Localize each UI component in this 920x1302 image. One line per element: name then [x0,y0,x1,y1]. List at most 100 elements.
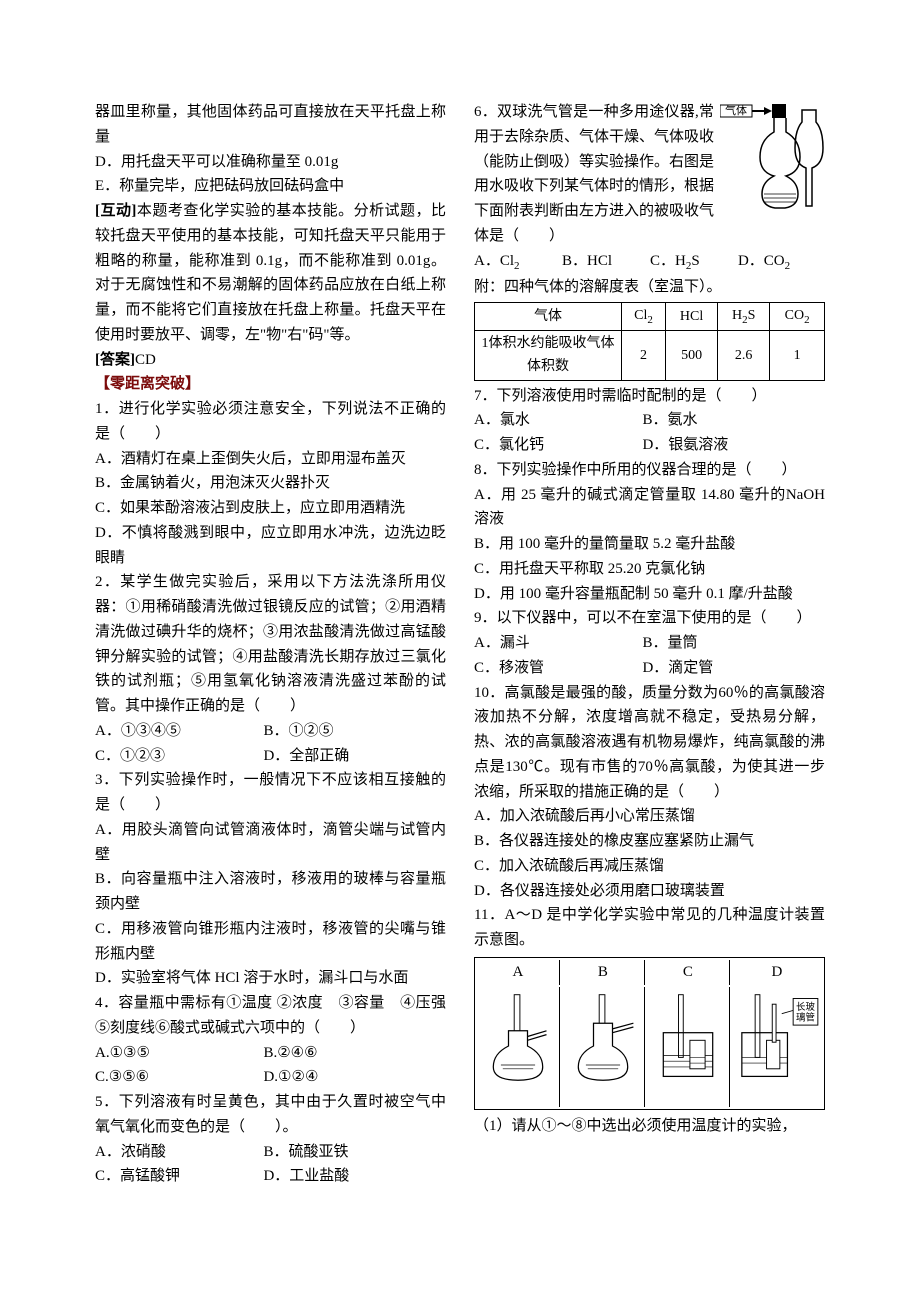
td-v3: 2.6 [718,331,770,380]
td-v4: 1 [770,331,825,380]
q6-opt-c: C．H2S [650,249,734,275]
fig-label-a: A [477,960,560,985]
wash-tube-icon: 气体 [720,102,825,212]
answer-label: [答案] [95,352,135,368]
q5-stem: 5．下列溶液有时呈黄色，其中由于久置时被空气中氧气氧化而变色的是（ ）。 [95,1090,446,1140]
q11-stem: 11．A～D 是中学化学实验中常见的几种温度计装置示意图。 [474,903,825,953]
q3-opt-d: D．实验室将气体 HCl 溶于水时，漏斗口与水面 [95,966,446,991]
flask-a-icon [478,989,558,1084]
fig-cell-c [647,987,730,1107]
q6-table-caption: 附：四种气体的溶解度表（室温下）。 [474,275,825,300]
th-co2: CO2 [770,303,825,331]
q3-opt-a: A．用胶头滴管向试管滴液体时，滴管尖端与试管内壁 [95,818,446,868]
q7-opt-d: D．银氨溶液 [642,433,810,458]
intro-line-3: E．称量完毕，应把砝码放回砝码盒中 [95,174,446,199]
thermometer-figure-table: A B C D [474,957,825,1110]
q1-stem: 1．进行化学实验必须注意安全，下列说法不正确的是（ ） [95,397,446,447]
q3-opt-c: C．用移液管向锥形瓶内注液时，移液管的尖嘴与锥形瓶内壁 [95,917,446,967]
q7-opt-c: C．氯化钙 [474,433,642,458]
fig-cell-d: 长玻 璃管 [732,987,822,1107]
q10-opt-a: A．加入浓硫酸后再小心常压蒸馏 [474,804,825,829]
beaker-d-icon: 长玻 璃管 [733,989,821,1084]
q2-opt-a: A．①③④⑤ [95,719,263,744]
th-h2s: H2S [718,303,770,331]
q8-opt-c: C．用托盘天平称取 25.20 克氯化钠 [474,557,825,582]
q2-opt-b: B．①②⑤ [263,719,431,744]
q7-opt-a: A．氯水 [474,408,642,433]
q2-stem: 2．某学生做完实验后，采用以下方法洗涤所用仪器：①用稀硝酸清洗做过银镜反应的试管… [95,570,446,719]
q4-stem: 4．容量瓶中需标有①温度 ②浓度 ③容量 ④压强 ⑤刻度线⑥酸式或碱式六项中的（… [95,991,446,1041]
q5-opt-a: A．浓硝酸 [95,1140,263,1165]
q7-opts-row1: A．氯水B．氨水 [474,408,825,433]
fig-label-c: C [647,960,730,985]
table-row: 1体积水约能吸收气体体积数 2 500 2.6 1 [475,331,825,380]
q2-opt-d: D．全部正确 [263,744,431,769]
q7-stem: 7．下列溶液使用时需临时配制的是（ ） [474,384,825,409]
beaker-c-icon [648,989,728,1084]
intro-line-1: 器皿里称量，其他固体药品可直接放在天平托盘上称量 [95,100,446,150]
q8-opt-d: D．用 100 毫升容量瓶配制 50 毫升 0.1 摩/升盐酸 [474,582,825,607]
q2-opts-row2: C．①②③D．全部正确 [95,744,446,769]
fig-cell-a [477,987,560,1107]
q5-opt-d: D．工业盐酸 [263,1164,431,1189]
q3-opt-b: B．向容量瓶中注入溶液时，移液用的玻棒与容量瓶颈内壁 [95,867,446,917]
q9-opts-row1: A．漏斗B．量筒 [474,631,825,656]
table-row: 气体 Cl2 HCl H2S CO2 [475,303,825,331]
th-hcl: HCl [666,303,718,331]
th-gas: 气体 [475,303,622,331]
answer-line: [答案]CD [95,348,446,373]
q9-opt-c: C．移液管 [474,656,642,681]
td-label: 1体积水约能吸收气体体积数 [475,331,622,380]
q2-opts-row1: A．①③④⑤B．①②⑤ [95,719,446,744]
td-v1: 2 [622,331,666,380]
q10-stem: 10．高氯酸是最强的酸，质量分数为60％的高氯酸溶液加热不分解，浓度增高就不稳定… [474,681,825,805]
section-header: 【零距离突破】 [95,372,446,397]
q5-opt-b: B．硫酸亚铁 [263,1140,431,1165]
interact-body: 本题考查化学实验的基本技能。分析试题，比较托盘天平使用的基本技能，可知托盘天平只… [95,203,446,343]
fig-cell-b [562,987,645,1107]
q6-opts: A．Cl2 B．HCl C．H2S D．CO2 [474,249,825,275]
q1-opt-a: A．酒精灯在桌上歪倒失火后，立即用湿布盖灭 [95,447,446,472]
intro-line-2: D．用托盘天平可以准确称量至 0.01g [95,150,446,175]
fig-label-b: B [562,960,645,985]
q6-opt-d: D．CO2 [738,249,822,275]
fig-label-d: D [732,960,822,985]
solubility-table: 气体 Cl2 HCl H2S CO2 1体积水约能吸收气体体积数 2 500 2… [474,302,825,380]
gas-label: 气体 [725,103,747,117]
q5-opts-row1: A．浓硝酸B．硫酸亚铁 [95,1140,446,1165]
q4-opts-row1: A.①③⑤B.②④⑥ [95,1041,446,1066]
q9-stem: 9．以下仪器中，可以不在室温下使用的是（ ） [474,606,825,631]
q2-opt-c: C．①②③ [95,744,263,769]
td-v2: 500 [666,331,718,380]
q9-opt-b: B．量筒 [642,631,810,656]
q9-opt-d: D．滴定管 [642,656,810,681]
interact-label: [互动] [95,203,136,219]
q4-opt-d: D.①②④ [263,1065,431,1090]
q11-sub1: （1）请从①～⑧中选出必须使用温度计的实验， [474,1114,825,1139]
q9-opts-row2: C．移液管D．滴定管 [474,656,825,681]
interact-block: [互动]本题考查化学实验的基本技能。分析试题，比较托盘天平使用的基本技能，可知托… [95,199,446,348]
svg-text:璃管: 璃管 [796,1011,815,1023]
q4-opt-c: C.③⑤⑥ [95,1065,263,1090]
q5-opt-c: C．高锰酸钾 [95,1164,263,1189]
q8-stem: 8．下列实验操作中所用的仪器合理的是（ ） [474,458,825,483]
q1-opt-b: B．金属钠着火，用泡沫灭火器扑灭 [95,471,446,496]
q9-opt-a: A．漏斗 [474,631,642,656]
q10-opt-b: B．各仪器连接处的橡皮塞应塞紧防止漏气 [474,829,825,854]
flask-b-icon [563,989,643,1084]
q6-opt-b: B．HCl [562,249,646,274]
q8-opt-b: B．用 100 毫升的量筒量取 5.2 毫升盐酸 [474,532,825,557]
th-cl2: Cl2 [622,303,666,331]
q5-opts-row2: C．高锰酸钾D．工业盐酸 [95,1164,446,1189]
q1-opt-c: C．如果苯酚溶液沾到皮肤上，应立即用酒精洗 [95,496,446,521]
q1-opt-d: D．不慎将酸溅到眼中，应立即用水冲洗，边洗边眨眼睛 [95,521,446,571]
q7-opt-b: B．氨水 [642,408,810,433]
q4-opt-a: A.①③⑤ [95,1041,263,1066]
q7-opts-row2: C．氯化钙D．银氨溶液 [474,433,825,458]
q10-opt-c: C．加入浓硫酸后再减压蒸馏 [474,854,825,879]
q10-opt-d: D．各仪器连接处必须用磨口玻璃装置 [474,879,825,904]
wash-tube-figure: 气体 [720,102,825,212]
answer-value: CD [135,352,156,368]
q8-opt-a: A．用 25 毫升的碱式滴定管量取 14.80 毫升的NaOH 溶液 [474,483,825,533]
q3-stem: 3．下列实验操作时，一般情况下不应该相互接触的是（ ） [95,768,446,818]
